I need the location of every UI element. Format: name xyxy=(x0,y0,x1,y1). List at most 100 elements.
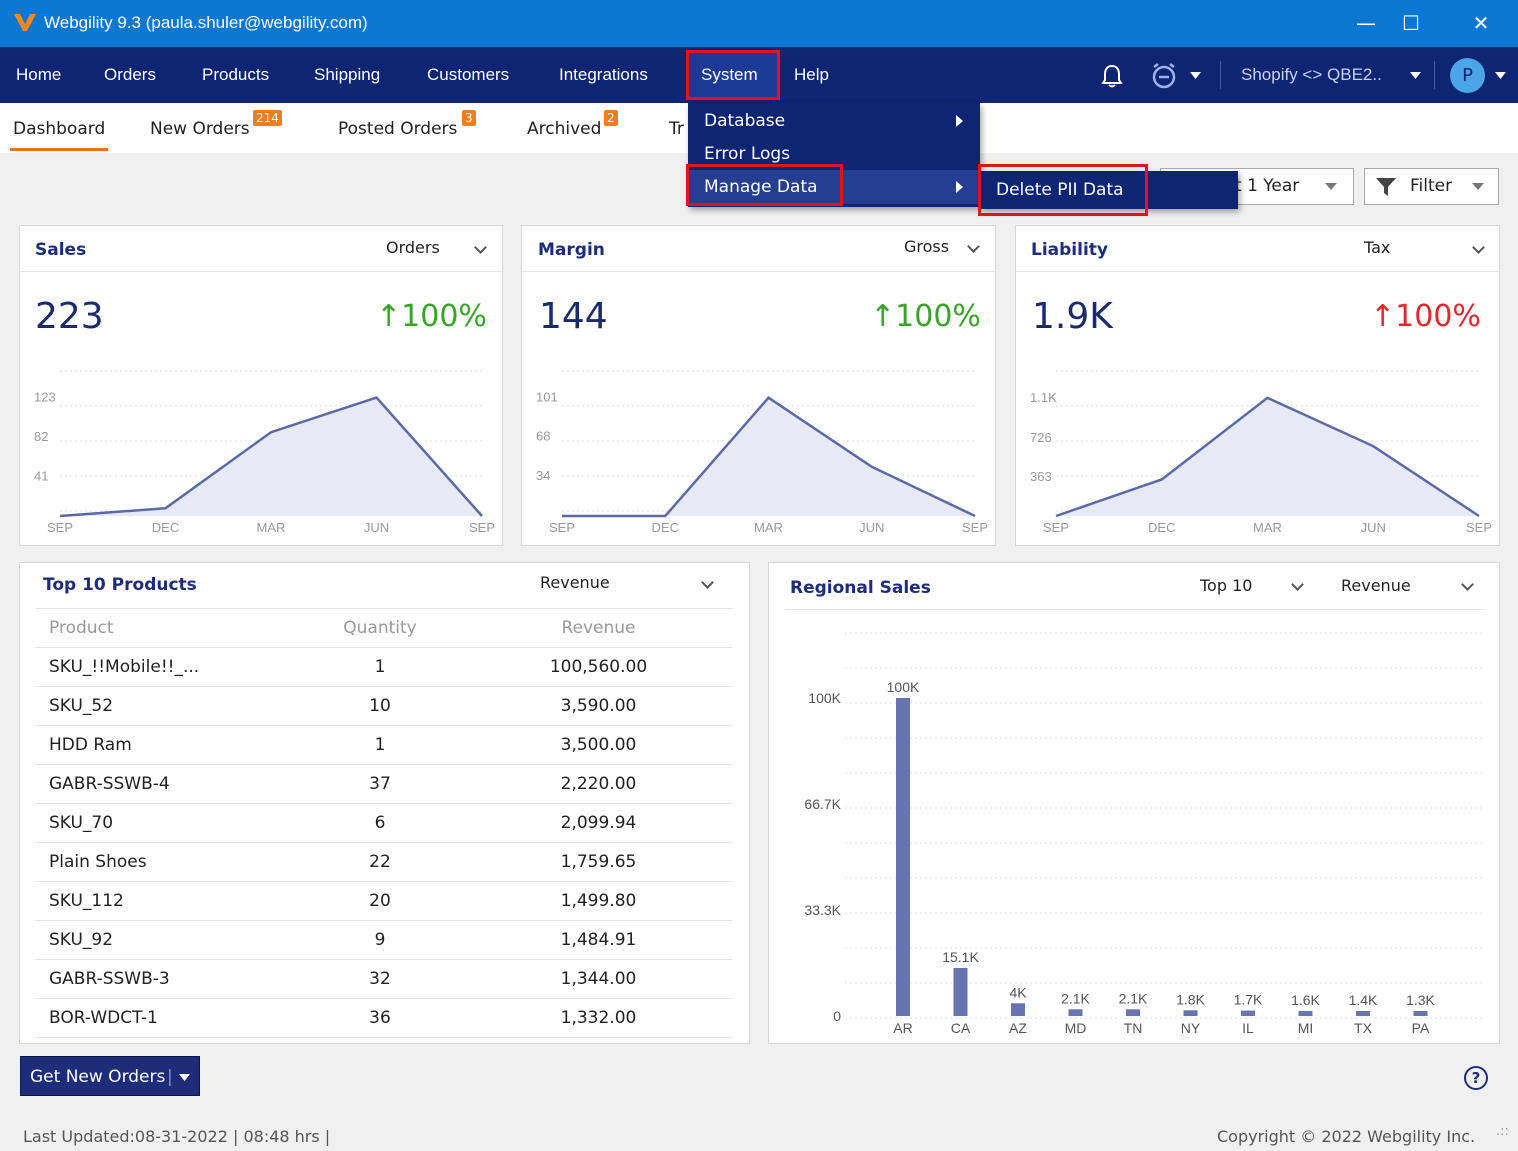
alarm-dropdown-icon[interactable] xyxy=(1190,72,1201,79)
quantity-cell: 10 xyxy=(295,686,465,726)
regional-metric-select[interactable]: Revenue xyxy=(1341,576,1411,595)
column-header-revenue[interactable]: Revenue xyxy=(465,609,732,648)
margin-chart: 101 68 34 SEP DEC MAR JUN SEP xyxy=(536,370,988,535)
store-selector[interactable]: Shopify <> QBE2.. xyxy=(1241,65,1382,84)
liability-metric-select[interactable]: Tax xyxy=(1364,238,1391,257)
table-row[interactable]: SKU_70 6 2,099.94 xyxy=(35,803,732,843)
tab-truncated[interactable]: Tr xyxy=(669,119,684,139)
minimize-button[interactable]: — xyxy=(1356,11,1376,35)
product-cell: SKU_92 xyxy=(35,920,295,960)
table-row[interactable]: SKU_92 9 1,484.91 xyxy=(35,920,732,960)
tab-new-orders[interactable]: New Orders xyxy=(150,119,250,139)
product-cell: GABR-SSWB-4 xyxy=(35,764,295,804)
menu-products[interactable]: Products xyxy=(202,65,270,84)
data-label: 1.8K xyxy=(1176,991,1205,1007)
manage-data-highlight xyxy=(688,170,980,204)
menu-system-highlight[interactable] xyxy=(686,50,780,100)
store-dropdown-icon[interactable] xyxy=(1410,72,1421,79)
alarm-clock-icon[interactable] xyxy=(1150,62,1178,90)
menu-orders[interactable]: Orders xyxy=(104,65,156,84)
sales-change-value: 100% xyxy=(401,299,487,334)
revenue-cell: 1,759.65 xyxy=(465,842,732,882)
chevron-down-icon[interactable] xyxy=(701,576,714,589)
menu-item-database[interactable]: Database xyxy=(704,111,786,131)
table-row[interactable]: GABR-SSWB-3 32 1,344.00 xyxy=(35,959,732,999)
product-cell: GABR-SSWB-3 xyxy=(35,959,295,999)
avatar[interactable]: P xyxy=(1450,58,1485,93)
chevron-down-icon[interactable] xyxy=(1472,241,1485,254)
x-tick-label: SEP xyxy=(1043,520,1069,535)
sales-metric-select[interactable]: Orders xyxy=(386,238,440,257)
tab-archived[interactable]: Archived xyxy=(527,119,602,139)
last-updated: Last Updated:08-31-2022 | 08:48 hrs | xyxy=(23,1127,331,1146)
menu-help[interactable]: Help xyxy=(794,65,829,84)
chevron-down-icon[interactable] xyxy=(967,240,980,253)
table-row[interactable]: Plain Shoes 22 1,759.65 xyxy=(35,842,732,882)
table-row[interactable]: SKU_!!Mobile!!_... 1 100,560.00 xyxy=(35,647,732,687)
bar xyxy=(1011,1003,1025,1016)
x-tick-label: DEC xyxy=(1148,520,1175,535)
table-row[interactable]: SKU_52 10 3,590.00 xyxy=(35,686,732,726)
card-divider xyxy=(522,271,995,272)
x-tick-label: CA xyxy=(951,1020,971,1036)
maximize-button[interactable]: ☐ xyxy=(1402,11,1420,35)
revenue-cell: 1,332.00 xyxy=(465,998,732,1038)
revenue-cell: 2,099.94 xyxy=(465,803,732,843)
tab-dashboard[interactable]: Dashboard xyxy=(13,119,106,139)
period-select-label: t 1 Year xyxy=(1235,176,1300,196)
filter-button[interactable]: Filter xyxy=(1364,168,1499,205)
quantity-cell: 20 xyxy=(295,881,465,921)
y-tick-label: 66.7K xyxy=(804,796,841,812)
sales-title: Sales xyxy=(35,240,87,260)
y-tick-label: 100K xyxy=(808,690,841,706)
margin-metric-select[interactable]: Gross xyxy=(904,237,950,256)
chevron-down-icon[interactable] xyxy=(1461,578,1474,591)
bell-icon[interactable] xyxy=(1101,64,1123,88)
system-dropdown-menu: Database Error Logs Manage Data xyxy=(688,103,980,207)
menu-shipping[interactable]: Shipping xyxy=(314,65,381,84)
card-divider xyxy=(36,608,733,609)
menu-home[interactable]: Home xyxy=(16,65,62,84)
resize-grip-icon[interactable]: .:: xyxy=(1496,1124,1509,1139)
x-tick-label: IL xyxy=(1242,1020,1254,1036)
bar xyxy=(1413,1011,1428,1016)
menu-integrations[interactable]: Integrations xyxy=(559,65,648,84)
regional-top-select[interactable]: Top 10 xyxy=(1200,576,1253,595)
y-tick-label: 41 xyxy=(34,469,48,484)
chevron-down-icon[interactable] xyxy=(179,1074,190,1081)
table-row[interactable]: SKU_112 20 1,499.80 xyxy=(35,881,732,921)
y-tick-label: 0 xyxy=(833,1008,841,1024)
product-cell: SKU_52 xyxy=(35,686,295,726)
table-row[interactable]: HDD Ram 1 3,500.00 xyxy=(35,725,732,765)
menu-item-error-logs[interactable]: Error Logs xyxy=(704,144,791,164)
get-new-orders-button[interactable]: Get New Orders | xyxy=(20,1056,200,1096)
column-header-quantity[interactable]: Quantity xyxy=(295,609,465,648)
menu-system[interactable]: System xyxy=(701,65,758,84)
liability-change-value: 100% xyxy=(1395,299,1481,334)
x-tick-label: SEP xyxy=(47,520,73,535)
chevron-down-icon[interactable] xyxy=(474,241,487,254)
table-row[interactable]: GABR-SSWB-4 37 2,220.00 xyxy=(35,764,732,804)
regional-sales-card: Regional Sales Top 10 Revenue 100K 66.7K 3… xyxy=(768,562,1500,1044)
revenue-cell: 1,344.00 xyxy=(465,959,732,999)
card-divider xyxy=(1016,271,1499,272)
window-title: Webgility 9.3 (paula.shuler@webgility.co… xyxy=(44,13,368,32)
product-cell: SKU_112 xyxy=(35,881,295,921)
y-tick-label: 33.3K xyxy=(804,902,841,918)
filter-label: Filter xyxy=(1410,176,1453,196)
quantity-cell: 22 xyxy=(295,842,465,882)
column-header-product[interactable]: Product xyxy=(35,609,295,648)
menu-item-manage-data[interactable]: Manage Data xyxy=(704,177,818,197)
menu-customers[interactable]: Customers xyxy=(427,65,510,84)
sales-chart: 123 82 41 SEP DEC MAR JUN SEP xyxy=(34,370,495,535)
tab-posted-orders[interactable]: Posted Orders xyxy=(338,119,458,139)
help-icon[interactable]: ? xyxy=(1464,1066,1488,1090)
menu-item-delete-pii-data[interactable]: Delete PII Data xyxy=(996,180,1124,200)
top-products-metric-select[interactable]: Revenue xyxy=(540,573,610,592)
table-row[interactable]: BOR-WDCT-1 36 1,332.00 xyxy=(35,998,732,1038)
card-divider xyxy=(785,609,1485,610)
chevron-down-icon[interactable] xyxy=(1291,578,1304,591)
account-dropdown-icon[interactable] xyxy=(1495,72,1506,79)
close-button[interactable]: ✕ xyxy=(1472,11,1490,35)
product-cell: BOR-WDCT-1 xyxy=(35,998,295,1038)
